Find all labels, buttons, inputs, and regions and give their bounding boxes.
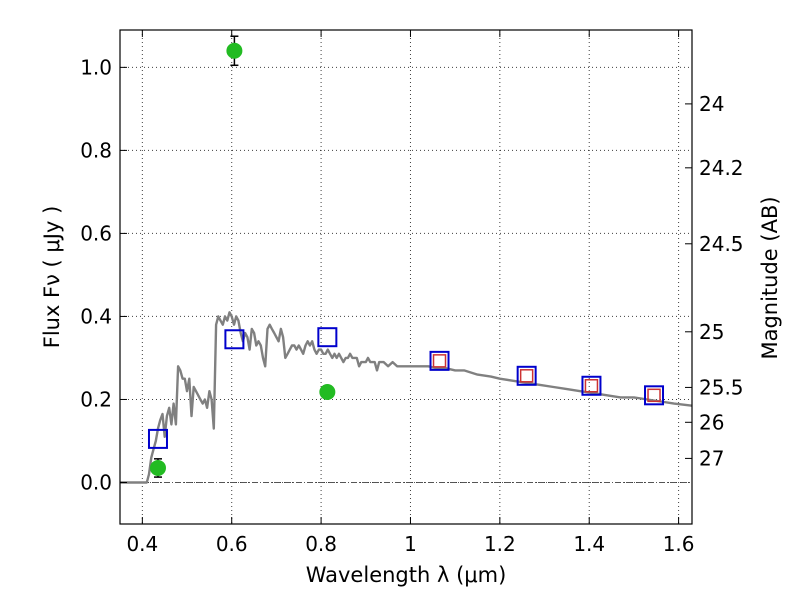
right-tick-label: 26 <box>699 410 724 434</box>
x-tick-label: 1.6 <box>663 532 695 556</box>
model-photometry-square <box>224 329 245 350</box>
nir-photometry-square <box>432 354 447 368</box>
model-photometry-square <box>429 350 450 371</box>
y-tick-label: 0.0 <box>80 470 112 494</box>
x-tick-label: 0.6 <box>216 532 248 556</box>
axis-ticks: 0.4 0.6 0.8 1 1.2 1.4 1.6 0.0 0.2 0.4 0.6 0.8 1.0 24 2… <box>80 30 744 556</box>
right-tick-label: 27 <box>699 446 724 470</box>
y-tick-label: 0.4 <box>80 304 112 328</box>
y-tick-label: 0.8 <box>80 138 112 162</box>
nir-photometry-square <box>647 388 661 403</box>
data-markers <box>147 35 665 478</box>
model-photometry-square <box>644 385 665 406</box>
right-tick-label: 25 <box>699 320 724 344</box>
right-tick-label: 24.5 <box>699 232 744 256</box>
x-axis-label: Wavelength λ (μm) <box>306 563 507 587</box>
y-tick-label: 0.2 <box>80 387 112 411</box>
nir-photometry-square <box>519 369 534 383</box>
model-photometry-square <box>581 375 602 396</box>
y-axis-label: Flux Fν ( μJy ) <box>40 206 64 349</box>
x-tick-label: 0.4 <box>126 532 158 556</box>
y-tick-label: 1.0 <box>80 55 112 79</box>
observed-point <box>149 459 166 476</box>
x-tick-label: 1.4 <box>573 532 605 556</box>
x-tick-label: 1 <box>404 532 417 556</box>
observed-point <box>226 42 243 59</box>
grid-lines <box>120 30 692 524</box>
x-tick-label: 0.8 <box>305 532 337 556</box>
model-photometry-square <box>317 327 338 348</box>
y-tick-label: 0.6 <box>80 221 112 245</box>
nir-photometry-square <box>584 379 599 393</box>
plot-frame <box>119 29 693 525</box>
right-axis-label: Magnitude (AB) <box>758 196 782 359</box>
observed-point <box>319 383 336 400</box>
x-tick-label: 1.2 <box>484 532 516 556</box>
model-photometry-square <box>516 365 537 386</box>
right-tick-label: 24 <box>699 92 724 116</box>
model-photometry-square <box>147 428 168 449</box>
model-sed-line <box>120 311 693 484</box>
right-tick-label: 24.2 <box>699 156 744 180</box>
right-tick-label: 25.5 <box>699 375 744 399</box>
